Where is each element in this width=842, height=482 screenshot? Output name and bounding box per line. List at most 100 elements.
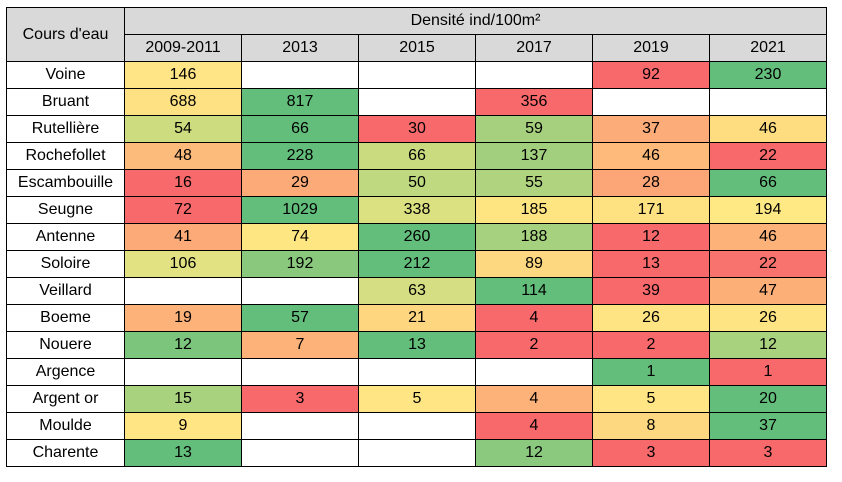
- density-cell: 2: [475, 331, 593, 359]
- density-cell: 7: [241, 331, 359, 359]
- density-cell: 9: [124, 412, 242, 440]
- header-row-1: Cours d'eau Densité ind/100m²: [6, 7, 827, 62]
- density-cell: 89: [475, 250, 593, 278]
- density-cell: 114: [475, 277, 593, 305]
- density-cell: 5: [592, 385, 710, 413]
- density-cell: 37: [592, 115, 710, 143]
- density-cell: 13: [124, 439, 242, 467]
- density-cell: [241, 358, 359, 386]
- row-label: Antenne: [6, 223, 125, 251]
- density-cell: 4: [475, 385, 593, 413]
- density-cell: 26: [709, 304, 827, 332]
- density-cell: 2: [592, 331, 710, 359]
- density-table: Cours d'eau Densité ind/100m² 2009-2011 2…: [6, 7, 827, 467]
- group-header: Densité ind/100m²: [124, 7, 827, 35]
- density-cell: [358, 439, 476, 467]
- row-label: Boeme: [6, 304, 125, 332]
- density-cell: 30: [358, 115, 476, 143]
- header-row-2: 2009-2011 2013 2015 2017 2019 2021: [7, 34, 827, 62]
- density-cell: 16: [124, 169, 242, 197]
- density-cell: 230: [709, 61, 827, 89]
- column-header-2021: 2021: [709, 34, 827, 62]
- density-cell: 1: [592, 358, 710, 386]
- table-row: Bruant 688 817 356: [6, 88, 827, 116]
- density-cell: 21: [358, 304, 476, 332]
- density-cell: 46: [592, 142, 710, 170]
- density-cell: [475, 358, 593, 386]
- density-cell: 146: [124, 61, 242, 89]
- density-cell: 92: [592, 61, 710, 89]
- density-cell: 47: [709, 277, 827, 305]
- density-cell: 29: [241, 169, 359, 197]
- row-header: Cours d'eau: [6, 7, 125, 62]
- density-cell: 39: [592, 277, 710, 305]
- table-row: Seugne 72 1029 338 185 171 194: [6, 196, 827, 224]
- density-cell: 356: [475, 88, 593, 116]
- density-cell: 55: [475, 169, 593, 197]
- density-cell: 41: [124, 223, 242, 251]
- density-cell: 66: [709, 169, 827, 197]
- density-cell: 19: [124, 304, 242, 332]
- column-header-2017: 2017: [475, 34, 593, 62]
- density-cell: 188: [475, 223, 593, 251]
- density-cell: 185: [475, 196, 593, 224]
- density-cell: [358, 358, 476, 386]
- density-cell: 5: [358, 385, 476, 413]
- row-label: Rochefollet: [6, 142, 125, 170]
- density-cell: [241, 412, 359, 440]
- table-row: Rutellière 54 66 30 59 37 46: [6, 115, 827, 143]
- density-cell: 48: [124, 142, 242, 170]
- density-cell: 688: [124, 88, 242, 116]
- density-cell: 20: [709, 385, 827, 413]
- table-row: Antenne 41 74 260 188 12 46: [6, 223, 827, 251]
- density-cell: 13: [358, 331, 476, 359]
- density-cell: 12: [475, 439, 593, 467]
- density-cell: 212: [358, 250, 476, 278]
- density-cell: [475, 61, 593, 89]
- table-body: Voine 146 92 230 Bruant 688 817 356 Rutellière 54…: [6, 61, 827, 467]
- density-cell: 3: [709, 439, 827, 467]
- density-cell: 74: [241, 223, 359, 251]
- density-cell: [124, 277, 242, 305]
- density-cell: 3: [241, 385, 359, 413]
- density-cell: [358, 412, 476, 440]
- density-cell: 137: [475, 142, 593, 170]
- table-row: Argence 1 1: [6, 358, 827, 386]
- table-row: Boeme 19 57 21 4 26 26: [6, 304, 827, 332]
- density-cell: 54: [124, 115, 242, 143]
- density-cell: [709, 88, 827, 116]
- density-cell: [358, 61, 476, 89]
- table-row: Rochefollet 48 228 66 137 46 22: [6, 142, 827, 170]
- density-cell: 50: [358, 169, 476, 197]
- density-cell: [592, 88, 710, 116]
- density-cell: 28: [592, 169, 710, 197]
- table-row: Nouere 12 7 13 2 2 12: [6, 331, 827, 359]
- column-header-2015: 2015: [358, 34, 476, 62]
- row-label: Voine: [6, 61, 125, 89]
- density-cell: 12: [592, 223, 710, 251]
- density-cell: 66: [358, 142, 476, 170]
- density-cell: 12: [124, 331, 242, 359]
- density-cell: 13: [592, 250, 710, 278]
- density-cell: 57: [241, 304, 359, 332]
- density-cell: 817: [241, 88, 359, 116]
- table-row: Argent or 15 3 5 4 5 20: [6, 385, 827, 413]
- density-cell: 26: [592, 304, 710, 332]
- density-cell: [124, 358, 242, 386]
- density-cell: 22: [709, 250, 827, 278]
- table-row: Charente 13 12 3 3: [6, 439, 827, 467]
- density-cell: 46: [709, 115, 827, 143]
- density-cell: 228: [241, 142, 359, 170]
- density-cell: 4: [475, 412, 593, 440]
- density-cell: 192: [241, 250, 359, 278]
- density-cell: 194: [709, 196, 827, 224]
- density-cell: 15: [124, 385, 242, 413]
- row-label: Soloire: [6, 250, 125, 278]
- row-label: Nouere: [6, 331, 125, 359]
- table-row: Escambouille 16 29 50 55 28 66: [6, 169, 827, 197]
- density-cell: [241, 439, 359, 467]
- row-label: Charente: [6, 439, 125, 467]
- density-cell: 22: [709, 142, 827, 170]
- density-table-container: Cours d'eau Densité ind/100m² 2009-2011 2…: [6, 7, 827, 467]
- density-cell: 338: [358, 196, 476, 224]
